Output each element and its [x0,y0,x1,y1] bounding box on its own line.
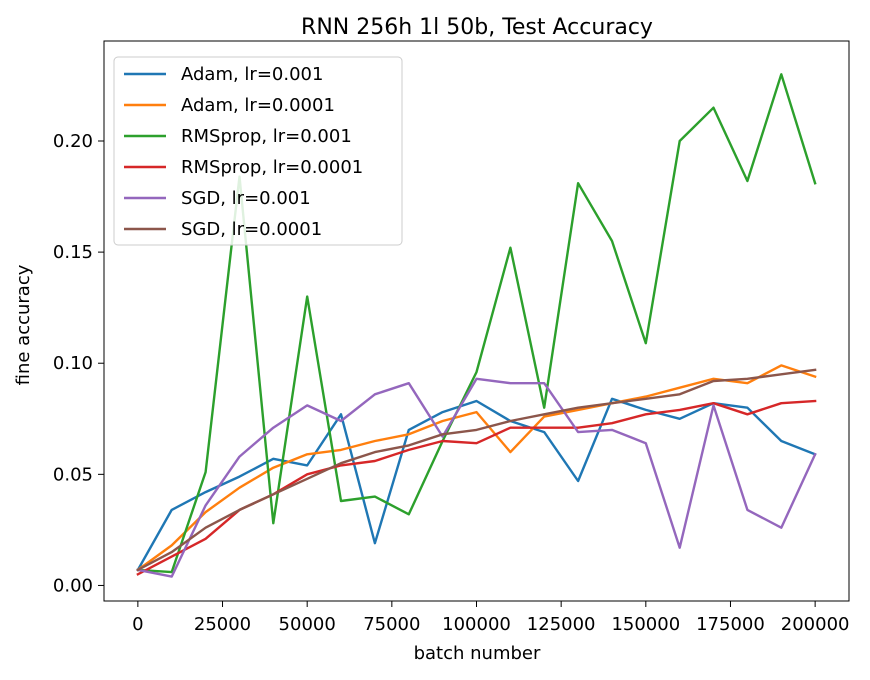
y-axis-label: fine accuracy [13,264,34,385]
x-tick-label: 150000 [611,614,680,635]
y-tick-label: 0.10 [53,353,93,374]
x-tick-label: 0 [132,614,143,635]
x-tick-label: 25000 [194,614,251,635]
y-tick-label: 0.00 [53,575,93,596]
legend: Adam, lr=0.001 Adam, lr=0.0001 RMSprop, lr… [113,56,403,246]
x-tick-label: 75000 [363,614,420,635]
x-tick-label: 50000 [279,614,336,635]
legend-label: SGD, lr=0.001 [181,188,311,209]
legend-label: RMSprop, lr=0.0001 [181,157,363,178]
legend-label: RMSprop, lr=0.001 [181,126,352,147]
x-tick-label: 100000 [442,614,511,635]
y-tick-label: 0.20 [53,131,93,152]
series-line-6 [136,368,817,572]
legend-label: SGD, lr=0.0001 [181,219,322,240]
x-tick-label: 125000 [527,614,596,635]
x-tick-label: 175000 [696,614,765,635]
series-line-1 [136,397,817,572]
series-line-3 [136,73,817,574]
legend-label: Adam, lr=0.0001 [181,95,335,116]
y-axis: 0.00 0.05 0.10 0.15 0.20 [53,131,104,596]
legend-box [113,56,403,246]
x-axis: 0 25000 50000 75000 100000 125000 150000 175000… [132,601,849,635]
x-tick-label: 200000 [781,614,850,635]
x-axis-label: batch number [414,643,541,664]
y-tick-label: 0.15 [53,242,93,263]
series-group [136,73,817,578]
legend-label: Adam, lr=0.001 [181,64,323,85]
chart-title: RNN 256h 1l 50b, Test Accuracy [301,15,653,40]
series-line-5 [136,377,817,578]
y-tick-label: 0.05 [53,464,93,485]
series-line-2 [136,364,817,572]
